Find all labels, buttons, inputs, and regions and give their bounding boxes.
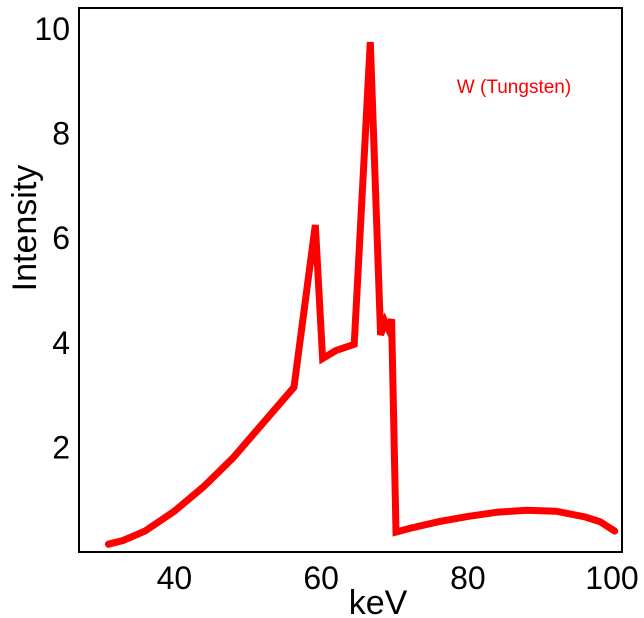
series-line-tungsten	[104, 41, 619, 548]
x-tick-label: 60	[303, 560, 339, 596]
y-tick-label: 6	[52, 220, 70, 256]
x-tick-label: 40	[157, 560, 193, 596]
legend-label-tungsten: W (Tungsten)	[457, 77, 571, 98]
plot-frame	[78, 7, 623, 553]
y-tick-label: 2	[52, 429, 70, 465]
y-tick-label: 4	[52, 325, 70, 361]
x-tick-labels: 40 60 80 100	[157, 560, 639, 596]
y-tick-label: 8	[52, 116, 70, 152]
y-tick-labels: 2 4 6 8 10	[34, 11, 70, 465]
x-tick-label: 100	[585, 560, 638, 596]
x-axis-title: keV	[349, 584, 408, 618]
y-axis-title: Intensity	[6, 165, 44, 292]
x-tick-label: 80	[450, 560, 486, 596]
y-tick-label: 10	[34, 11, 70, 47]
